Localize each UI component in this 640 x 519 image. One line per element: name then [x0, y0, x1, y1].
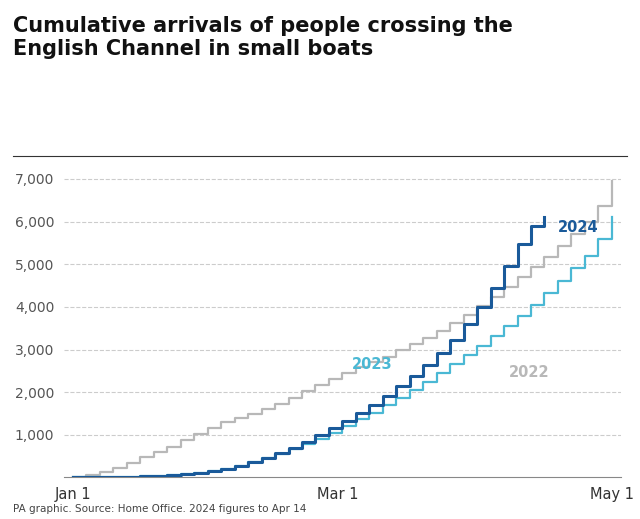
Text: Cumulative arrivals of people crossing the
English Channel in small boats: Cumulative arrivals of people crossing t… — [13, 16, 513, 59]
Text: 2024: 2024 — [558, 220, 598, 235]
Text: PA graphic. Source: Home Office. 2024 figures to Apr 14: PA graphic. Source: Home Office. 2024 fi… — [13, 504, 306, 514]
Text: 2022: 2022 — [509, 365, 549, 380]
Text: 2023: 2023 — [351, 357, 392, 372]
